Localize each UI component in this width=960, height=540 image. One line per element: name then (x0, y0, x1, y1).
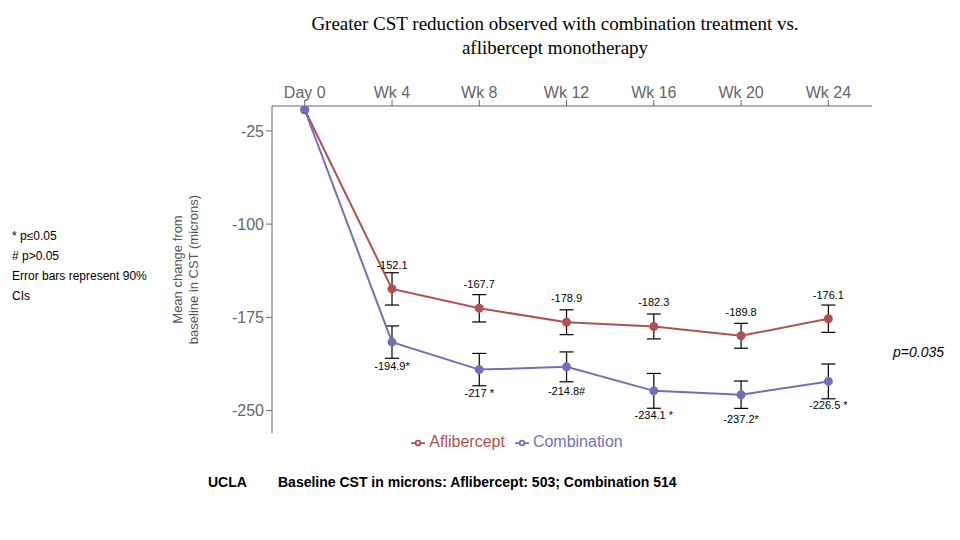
svg-text:-226.5 *: -226.5 * (809, 399, 848, 411)
svg-text:-100: -100 (232, 216, 264, 233)
svg-text:Wk 4: Wk 4 (374, 84, 411, 101)
svg-text:-178.9: -178.9 (551, 292, 582, 304)
html-text:# p>0.05: # p>0.05 (12, 249, 59, 263)
svg-text:Wk 12: Wk 12 (544, 84, 589, 101)
svg-text:-175: -175 (232, 309, 264, 326)
svg-text:-250: -250 (232, 402, 264, 419)
svg-text:-234.1 *: -234.1 * (635, 409, 674, 421)
svg-text:Wk 24: Wk 24 (806, 84, 851, 101)
html-text:Baseline CST in microns: Aflib: Baseline CST in microns: Aflibercept: 50… (278, 474, 677, 490)
html-text:p=0.035: p=0.035 (893, 344, 944, 360)
html-text:UCLA: UCLA (208, 474, 247, 490)
svg-text:Wk 8: Wk 8 (461, 84, 498, 101)
html-text:Error bars represent 90% CIs: Error bars represent 90% CIs (12, 269, 147, 303)
svg-text:Mean change frombaseline in CS: Mean change frombaseline in CST (microns… (170, 195, 201, 344)
svg-text:-189.8: -189.8 (725, 306, 756, 318)
svg-text:Day 0: Day 0 (284, 84, 326, 101)
html-text:Aflibercept: Aflibercept (429, 433, 505, 450)
svg-text:Wk 20: Wk 20 (718, 84, 763, 101)
html-text:Combination: Combination (532, 433, 623, 450)
svg-text:-194.9*: -194.9* (374, 360, 410, 372)
svg-text:-25: -25 (241, 123, 264, 140)
svg-text:-152.1: -152.1 (376, 259, 407, 271)
svg-text:-182.3: -182.3 (638, 296, 669, 308)
svg-text:-214.8#: -214.8# (548, 385, 586, 397)
svg-text:-217 *: -217 * (465, 387, 495, 399)
svg-text:-237.2*: -237.2* (723, 413, 759, 425)
html-text:Greater CST reduction observed: Greater CST reduction observed with comb… (311, 13, 799, 34)
html-text:aflibercept monotherapy: aflibercept monotherapy (461, 37, 649, 58)
svg-text:-167.7: -167.7 (464, 278, 495, 290)
svg-text:Wk 16: Wk 16 (631, 84, 676, 101)
html-text:* p≤0.05: * p≤0.05 (12, 229, 57, 243)
svg-text:-176.1: -176.1 (813, 289, 844, 301)
